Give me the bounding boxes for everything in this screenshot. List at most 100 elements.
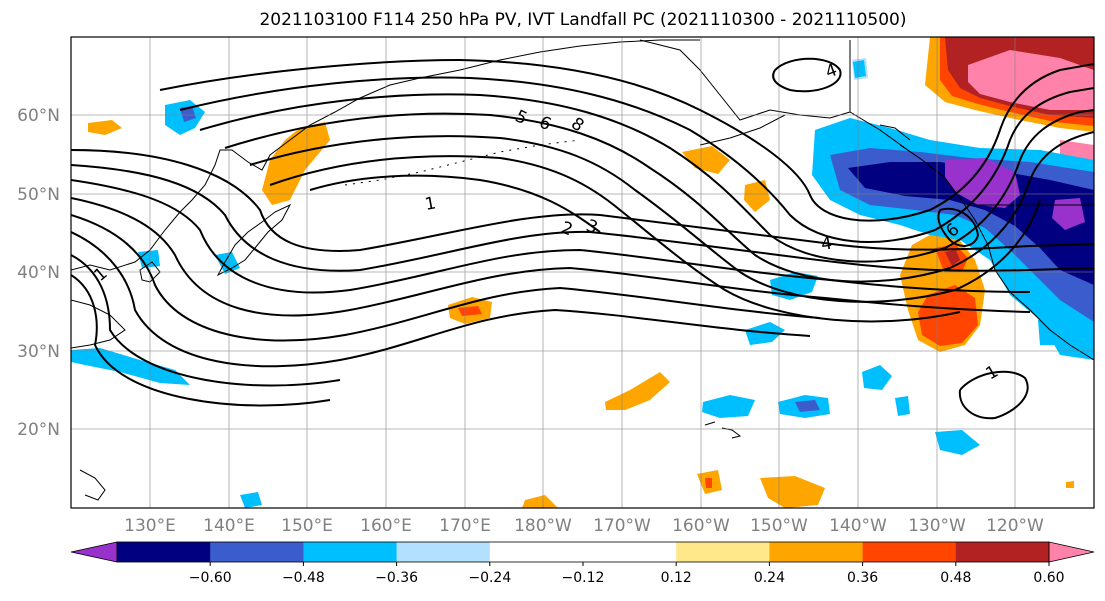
contour-label-1-pacific: 1 [423, 193, 437, 215]
contour-line [179, 76, 1094, 243]
lat-label-50n: 50°N [17, 185, 60, 205]
colorbar-swatch [862, 542, 957, 562]
lat-label-20n: 20°N [17, 420, 60, 440]
contour-line [224, 112, 1094, 283]
contour-line [71, 179, 1031, 294]
colorbar-swatch [583, 542, 677, 562]
lat-label-30n: 30°N [17, 342, 60, 362]
contour-line [71, 149, 1094, 252]
coast-china [71, 299, 126, 349]
coast-alaska [639, 39, 851, 121]
colorbar-tick-label: −0.48 [282, 570, 325, 586]
contour-line [71, 164, 1094, 272]
colorbar-tick-label: −0.12 [562, 570, 605, 586]
shade-pos-mid-red [458, 306, 482, 316]
lon-label-180w: 180°W [514, 516, 572, 536]
shade-pos-gulf2 [744, 180, 770, 212]
lat-label-60n: 60°N [17, 106, 60, 126]
shade-pos-s1-red [705, 478, 712, 488]
lon-label-130w: 130°W [908, 516, 966, 536]
shade-neg-c6 [895, 396, 910, 416]
lon-label-120w: 120°W [986, 516, 1044, 536]
colorbar-tick-label: −0.36 [375, 570, 418, 586]
colorbar-tick-label: −0.24 [468, 570, 511, 586]
shade-neg-w5 [240, 492, 262, 508]
shade-pos-s4 [1066, 481, 1074, 488]
shade-pos-gulf [682, 146, 730, 174]
shade-neg-c4 [702, 395, 755, 418]
contour-line [71, 214, 821, 342]
colorbar: −0.60 −0.48 −0.36 −0.24 −0.12 0.12 0.24 0.36 0.4… [70, 541, 1095, 586]
lon-label-130e: 130°E [124, 516, 176, 536]
lon-label-160e: 160°E [360, 516, 412, 536]
shade-neg-ne-navy [848, 162, 1094, 285]
lon-label-160w: 160°W [672, 516, 730, 536]
coastlines [71, 39, 1094, 501]
coast-philippines [79, 469, 106, 501]
colorbar-tick-label: 0.36 [847, 570, 878, 586]
map-frame [70, 36, 1095, 509]
chart-title: 2021103100 F114 250 hPa PV, IVT Landfall… [259, 10, 906, 30]
shade-pos-kam [262, 122, 330, 205]
shade-neg-c8 [1038, 318, 1062, 345]
colorbar-swatch [676, 542, 770, 562]
contour-line [269, 155, 961, 323]
coast-japan [216, 203, 292, 277]
shade-pos-s2 [760, 476, 825, 508]
colorbar-swatch [955, 542, 1050, 562]
shade-neg-c5-mid [795, 400, 820, 412]
colorbar-tick-label: 0.60 [1033, 570, 1064, 586]
contour-line [249, 135, 1041, 303]
colorbar-swatch [769, 542, 864, 562]
lon-label-170e: 170°E [439, 516, 491, 536]
colorbar-swatch [117, 542, 211, 562]
contour-line [937, 207, 980, 247]
pv-contours [71, 57, 1094, 420]
shade-neg-w3 [215, 252, 240, 274]
colorbar-tick-label: −0.60 [189, 570, 232, 586]
lat-label-40n: 40°N [17, 263, 60, 283]
contour-line [71, 274, 331, 407]
colorbar-tick-label: 0.24 [754, 570, 785, 586]
shade-pos-nw [88, 120, 122, 135]
shade-pos-cal-darkred [945, 250, 960, 266]
coast-asia [71, 39, 700, 271]
colorbar-swatch [489, 542, 584, 562]
map-area: 1 1 2 3 4 5 6 8 4 6 1 [71, 37, 1094, 508]
colorbar-ticks: −0.60 −0.48 −0.36 −0.24 −0.12 0.12 0.24 0.36 0.4… [189, 562, 1065, 586]
gridlines [71, 37, 1094, 508]
contour-line [71, 197, 1031, 317]
colorbar-swatch [303, 542, 398, 562]
lon-label-150w: 150°W [750, 516, 808, 536]
coast-alaska-pen [699, 114, 786, 146]
shade-pos-ne-pink-tail [1060, 140, 1094, 160]
contour-line [71, 231, 811, 368]
lat-axis: 20°N 30°N 40°N 50°N 60°N [17, 106, 60, 440]
negative-shading [71, 58, 1094, 508]
shade-neg-c3 [862, 365, 892, 390]
colorbar-swatch [210, 542, 304, 562]
lon-label-150e: 150°E [281, 516, 333, 536]
colorbar-extend-max [1048, 541, 1095, 563]
contour-line [71, 254, 341, 387]
shade-neg-c7 [935, 430, 980, 455]
contour-line [159, 58, 1094, 222]
colorbar-swatches [117, 542, 1050, 562]
lon-label-140w: 140°W [829, 516, 887, 536]
colorbar-tick-label: 0.48 [940, 570, 971, 586]
shade-neg-ne-purple2 [1052, 198, 1085, 230]
shade-neg-gulf-cy [853, 60, 866, 78]
shade-neg-c2 [745, 322, 785, 345]
shade-neg-w4 [71, 348, 190, 385]
colorbar-extend-min [70, 541, 118, 563]
contour-label-4: 4 [820, 234, 834, 255]
contour-line [199, 93, 1094, 263]
shade-pos-hi [605, 372, 670, 410]
lon-label-140e: 140°E [203, 516, 255, 536]
coast-na-islands [879, 124, 916, 156]
shade-neg-ne-purple [945, 158, 1020, 208]
lon-axis: 130°E 140°E 150°E 160°E 170°E 180°W 170°… [124, 516, 1044, 536]
positive-shading [88, 37, 1094, 508]
shade-pos-s3 [522, 495, 558, 508]
